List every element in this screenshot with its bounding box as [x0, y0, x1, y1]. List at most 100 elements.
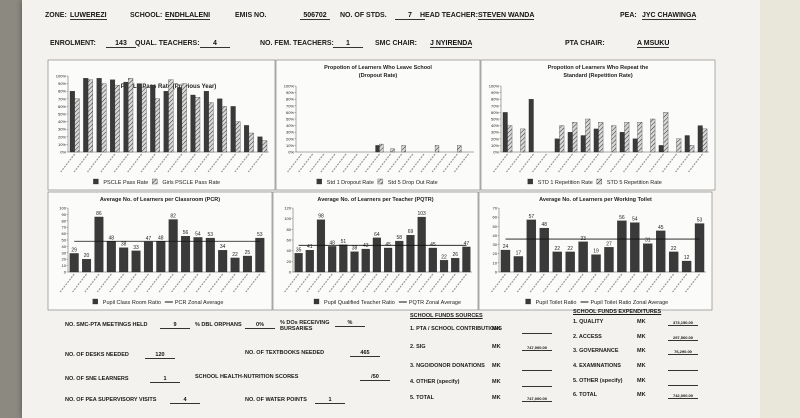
- data-label: 53: [257, 232, 263, 238]
- bar: [451, 257, 460, 273]
- bar: [585, 118, 591, 153]
- bar: [539, 227, 549, 273]
- category-label-trace: [506, 153, 521, 173]
- bar: [255, 237, 265, 273]
- field-label: PTA CHAIR:: [565, 40, 605, 47]
- category-label-trace: [503, 273, 519, 293]
- field-value: A MSUKU: [637, 40, 670, 48]
- data-label: 29: [71, 247, 77, 253]
- bar: [217, 98, 223, 153]
- category-label-trace: [649, 153, 664, 173]
- legend-label: PCR Zonal Average: [175, 300, 224, 306]
- bar: [379, 143, 384, 153]
- category-label-trace: [84, 273, 100, 293]
- chart-frame: [275, 59, 481, 191]
- bar: [676, 138, 682, 153]
- y-tick-label: 20: [287, 259, 292, 264]
- fund-label: 4. OTHER (specify): [410, 379, 460, 385]
- fund-label: 5. TOTAL: [410, 395, 434, 401]
- chart-title: Average No. of Learners per Teacher (PQT…: [317, 197, 433, 203]
- bar: [598, 122, 604, 153]
- category-label-trace: [555, 273, 571, 293]
- y-tick-label: 10%: [491, 143, 499, 148]
- legend-swatch: [377, 178, 384, 185]
- bar: [203, 91, 209, 153]
- bar: [136, 83, 142, 153]
- category-label-trace: [620, 273, 636, 293]
- category-label-trace: [113, 153, 129, 173]
- indicator-value: 0%: [245, 322, 275, 329]
- category-label-trace: [72, 273, 88, 293]
- category-label-trace: [688, 153, 703, 173]
- y-tick-label: 10: [62, 263, 67, 268]
- y-tick-label: 70: [62, 225, 67, 230]
- bar: [462, 246, 471, 273]
- category-label-trace: [529, 273, 545, 293]
- category-label-trace: [183, 273, 199, 293]
- category-label-trace: [581, 273, 597, 293]
- bar: [650, 118, 656, 153]
- y-tick-label: 60%: [58, 104, 66, 109]
- indicator-label: NO. OF DESKS NEEDED: [65, 352, 129, 358]
- y-tick-label: 30: [62, 250, 67, 255]
- indicator-label: SCHOOL HEALTH-NUTRITION SCORES: [195, 374, 299, 380]
- bar: [668, 251, 679, 273]
- category-label-trace: [420, 153, 436, 173]
- data-label: 54: [195, 231, 201, 237]
- indicator-label: % DBL ORPHANS: [195, 322, 242, 328]
- category-label-trace: [633, 273, 649, 293]
- bar: [372, 237, 381, 273]
- y-tick-label: 90: [62, 212, 67, 217]
- y-tick-label: 80%: [286, 97, 294, 102]
- fund-currency: MK: [492, 379, 501, 385]
- data-label: 34: [220, 244, 226, 250]
- bar: [632, 138, 638, 153]
- bar: [697, 125, 703, 153]
- bar: [520, 128, 526, 153]
- bar: [526, 219, 537, 273]
- bar: [163, 91, 169, 153]
- category-label-trace: [568, 273, 584, 293]
- bar: [205, 237, 215, 273]
- legend-label: STD 5 Repetition Rate: [607, 180, 662, 186]
- chart: Average No. of Learners per Classroom (P…: [47, 191, 273, 311]
- y-tick-label: 30%: [286, 130, 294, 135]
- data-label: 57: [529, 214, 535, 220]
- category-label-trace: [429, 273, 445, 293]
- data-label: 20: [84, 253, 90, 259]
- bar: [611, 125, 617, 153]
- category-label-trace: [493, 153, 508, 173]
- indicator-value: %: [335, 320, 365, 327]
- y-tick-label: 20%: [491, 136, 499, 141]
- bar: [502, 112, 508, 153]
- fund-currency: MK: [492, 395, 501, 401]
- legend-label: Pupil Class Room Ratio: [103, 300, 161, 306]
- bar: [156, 241, 166, 273]
- category-label-trace: [440, 273, 456, 293]
- bar: [428, 247, 437, 273]
- legend-label: Girls PSCLE Pass Rate: [162, 180, 220, 186]
- bar: [235, 121, 241, 153]
- category-label-trace: [607, 273, 623, 293]
- category-label-trace: [398, 153, 414, 173]
- legend-label: Std 1 Dropout Rate: [327, 180, 374, 186]
- fund-currency: MK: [637, 334, 646, 340]
- y-tick-label: 40: [62, 244, 67, 249]
- fund-amount: 742,000.00: [668, 393, 698, 399]
- category-label-trace: [59, 273, 75, 293]
- blank-line: [668, 385, 698, 386]
- fund-amount: 297,560.00: [668, 335, 698, 341]
- category-label-trace: [60, 153, 76, 173]
- bar: [507, 125, 513, 153]
- fund-currency: MK: [637, 378, 646, 384]
- category-label-trace: [309, 153, 325, 173]
- category-label-trace: [234, 153, 250, 173]
- bar: [559, 125, 565, 153]
- category-label-trace: [195, 273, 211, 293]
- bar: [619, 132, 625, 153]
- data-label: 17: [516, 250, 522, 256]
- data-label: 41: [307, 244, 313, 250]
- category-label-trace: [140, 153, 156, 173]
- category-label-trace: [342, 153, 358, 173]
- field-label: PEA:: [620, 12, 637, 19]
